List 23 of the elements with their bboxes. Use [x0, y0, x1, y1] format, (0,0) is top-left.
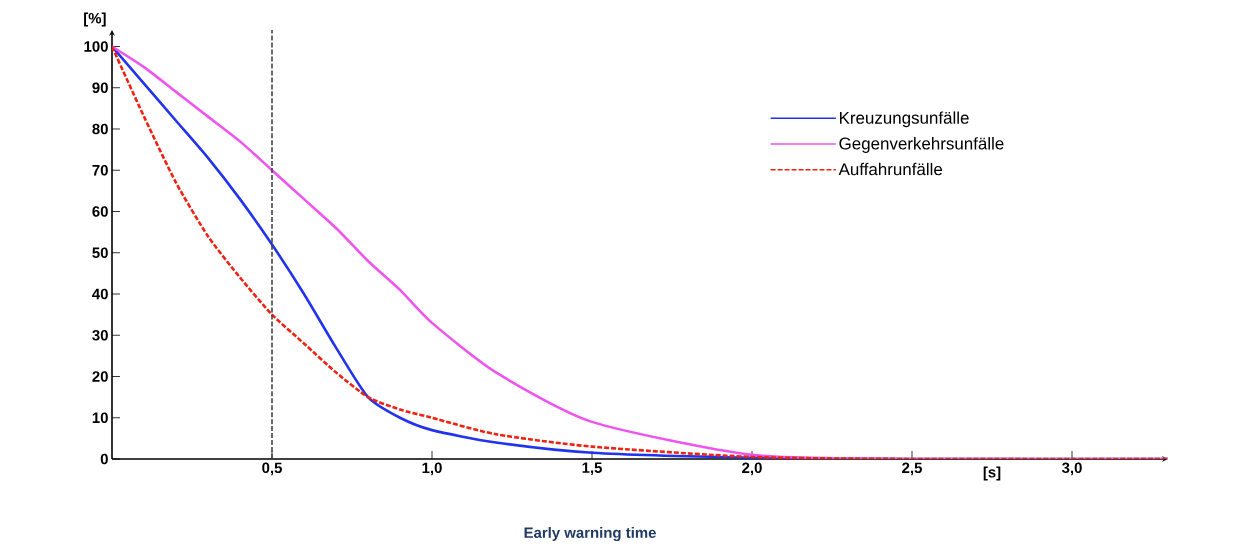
y-tick-label: 0	[100, 453, 108, 465]
y-tick-label: 70	[92, 164, 108, 176]
x-tick-label: 1,5	[582, 462, 602, 476]
legend-label: Gegenverkehrsunfälle	[839, 137, 1004, 153]
y-tick-label: 30	[92, 329, 108, 341]
x-tick-label: 3,0	[1061, 462, 1082, 476]
y-tick-label: 40	[92, 288, 108, 300]
y-tick-label: 50	[92, 247, 108, 259]
legend-label: Kreuzungsunfälle	[839, 111, 969, 128]
x-tick-label: 1,0	[422, 462, 442, 476]
x-tick-label: 2,5	[902, 462, 922, 476]
y-axis-title: [%]	[84, 12, 106, 27]
y-tick-label: 100	[84, 41, 108, 52]
legend-label: Auffahrunfälle	[838, 162, 943, 176]
y-tick-label: 60	[92, 206, 108, 217]
x-axis-title: [s]	[983, 466, 1001, 481]
y-tick-label: 90	[92, 82, 108, 94]
y-tick-label: 10	[92, 412, 108, 424]
x-tick-label: 0,5	[262, 462, 282, 476]
x-tick-label: 2,0	[742, 462, 762, 476]
y-tick-label: 20	[92, 371, 108, 382]
y-tick-label: 80	[92, 123, 108, 135]
text: Early warning time	[524, 527, 656, 541]
